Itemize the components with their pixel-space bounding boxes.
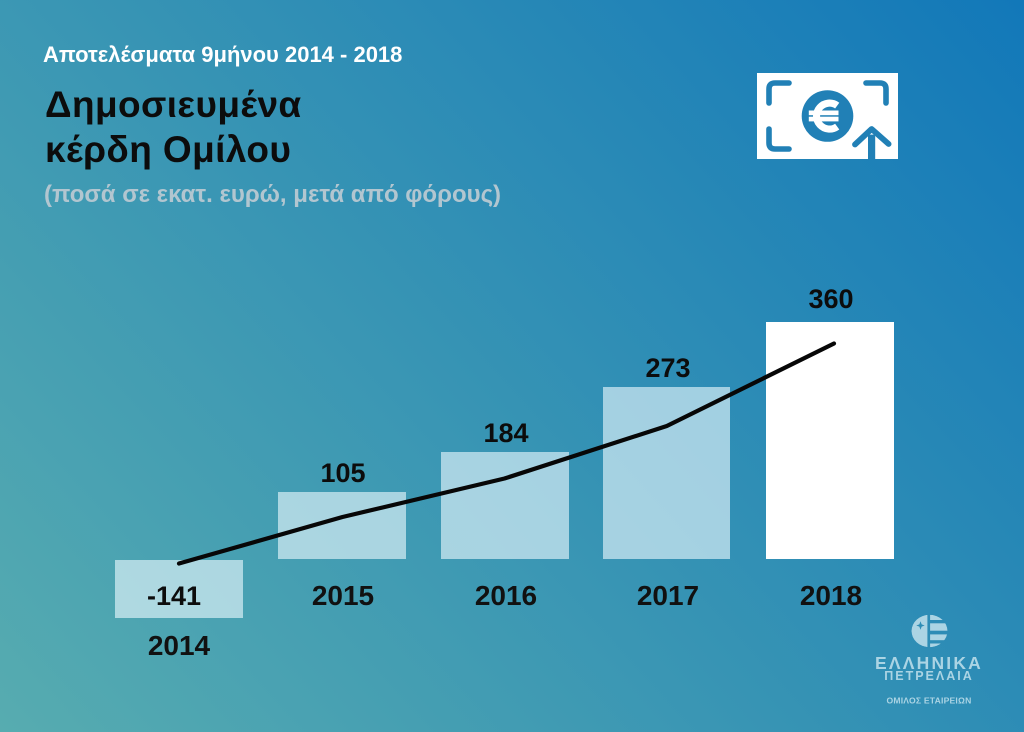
svg-text:ΟΜΙΛΟΣ ΕΤΑΙΡΕΙΩΝ: ΟΜΙΛΟΣ ΕΤΑΙΡΕΙΩΝ	[886, 696, 971, 706]
svg-text:ΠΕΤΡΕΛΑΙΑ: ΠΕΤΡΕΛΑΙΑ	[884, 669, 974, 683]
svg-text:ΕΛΛΗΝΙΚΑ: ΕΛΛΗΝΙΚΑ	[876, 653, 982, 673]
